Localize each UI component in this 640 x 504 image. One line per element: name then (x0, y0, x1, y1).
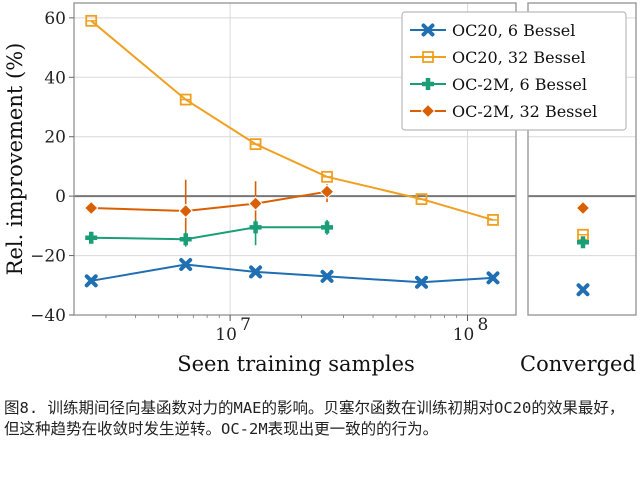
data-point-3 (248, 196, 263, 211)
legend-box (401, 11, 627, 131)
series-line-3 (91, 190, 328, 213)
legend-label-1: OC20, 32 Bessel (452, 48, 586, 67)
data-point-3 (84, 200, 99, 216)
legend-label-0: OC20, 6 Bessel (452, 21, 575, 40)
data-point-2 (179, 233, 192, 246)
data-point-0 (179, 257, 193, 271)
converged-point-2 (577, 236, 589, 249)
y-tick-label: 40 (44, 68, 66, 88)
converged-panel-frame (527, 2, 637, 316)
y-axis-ticks: 60 40 20 0 −20 −40 (30, 9, 74, 326)
data-point-2 (85, 231, 98, 244)
series-lines (90, 20, 494, 284)
legend-marker-2 (422, 78, 434, 90)
y-tick-label: −40 (30, 306, 66, 326)
series-line-2 (91, 226, 327, 241)
data-point-markers (84, 14, 500, 289)
figure-caption: 图8. 训练期间径向基函数对力的MAE的影响。贝塞尔函数在训练初期对OC20的效… (4, 399, 625, 438)
x-tick-exponent: 8 (478, 315, 489, 335)
x-tick-label: 10 (215, 325, 237, 345)
x-tick-exponent: 7 (240, 315, 251, 335)
y-tick-label: 0 (55, 187, 66, 207)
converged-point-3 (575, 200, 591, 216)
data-point-0 (84, 274, 98, 288)
data-point-0 (249, 265, 263, 279)
x-axis-ticks: 10 7 10 8 (105, 315, 489, 345)
converged-label: Converged (520, 352, 636, 376)
converged-markers (575, 200, 591, 297)
x-axis-label: Seen training samples (177, 352, 415, 376)
x-tick-label: 10 (453, 325, 475, 345)
legend-marker-3 (420, 103, 436, 119)
main-plot-frame (73, 2, 517, 316)
data-point-0 (486, 271, 500, 285)
legend-marker-0 (421, 23, 435, 37)
data-point-3 (319, 184, 335, 199)
legend: OC20, 6 Bessel OC20, 32 Bessel OC-2M, 6 Be… (401, 11, 627, 131)
y-tick-label: 20 (44, 128, 66, 148)
converged-point-0 (576, 283, 590, 297)
data-point-0 (320, 269, 334, 283)
data-point-3 (178, 203, 193, 219)
y-axis-label: Rel. improvement (%) (3, 43, 27, 276)
data-point-2 (249, 221, 262, 234)
series-line-0 (91, 263, 494, 284)
data-point-2 (321, 221, 334, 234)
y-tick-label: −20 (30, 247, 66, 267)
series-line-1 (90, 20, 494, 221)
legend-label-2: OC-2M, 6 Bessel (452, 75, 587, 94)
y-tick-label: 60 (44, 9, 66, 29)
data-point-0 (415, 275, 429, 289)
error-bars (184, 179, 328, 247)
legend-label-3: OC-2M, 32 Bessel (452, 102, 597, 121)
